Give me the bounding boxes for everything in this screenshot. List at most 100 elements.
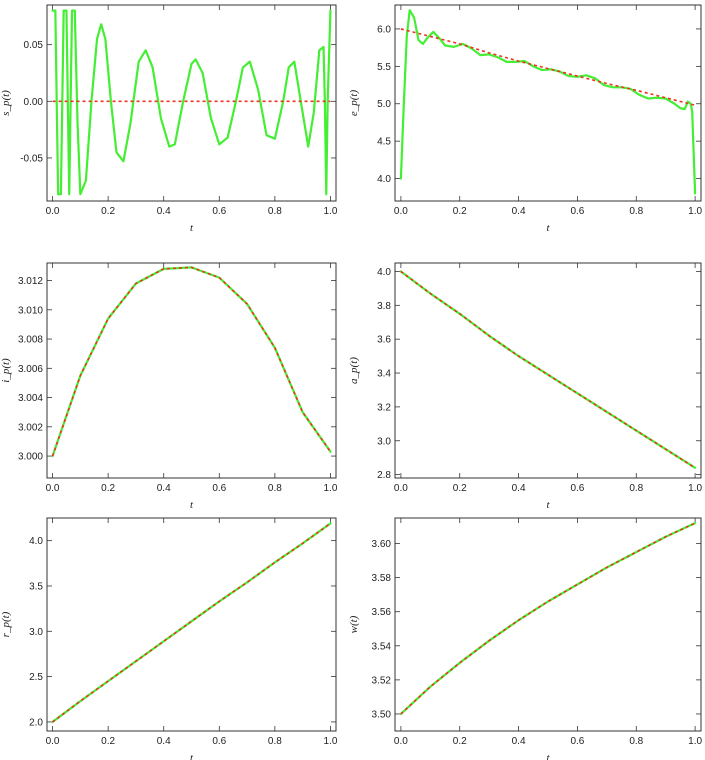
plot-frame — [394, 262, 702, 479]
panel-ap: 0.0 0.2 0.4 0.6 0.8 1.0 4.0 3.8 3.6 3.4 3.2 3.0 2.8 t… — [348, 262, 703, 511]
y-tick-label: 3.010 — [18, 305, 43, 316]
y-tick-label: 4.0 — [377, 267, 391, 278]
x-axis-label: t — [546, 752, 550, 760]
y-tick-label: 3.50 — [372, 709, 392, 720]
y-tick-label: 4.5 — [377, 137, 391, 148]
x-tick-label: 1.0 — [688, 206, 702, 217]
series-line-dashed-red — [52, 522, 331, 723]
x-tick-label: 0.0 — [394, 483, 408, 494]
series-line-green — [399, 270, 697, 469]
x-tick-label: 0.2 — [453, 483, 467, 494]
plot-frame — [46, 517, 337, 732]
y-tick-label: 3.012 — [18, 276, 43, 287]
x-tick-label: 0.0 — [46, 483, 60, 494]
y-tick-label: 5.0 — [377, 99, 391, 110]
x-tick-label: 0.2 — [453, 736, 467, 747]
panel-w: 0.0 0.2 0.4 0.6 0.8 1.0 3.60 3.58 3.56 3.54 3.52 3.… — [348, 517, 703, 760]
x-tick-label: 0.8 — [268, 736, 282, 747]
y-tick-label: 6.0 — [377, 24, 391, 35]
x-axis-label: t — [546, 499, 550, 511]
x-tick-label: 0.8 — [268, 206, 282, 217]
x-tick-label: 0.0 — [394, 206, 408, 217]
panel-sp: 0.0 0.2 0.4 0.6 0.8 1.0 0.05 0.00 -0.05 t s_p(t) — [0, 4, 338, 234]
x-tick-label: 1.0 — [323, 736, 337, 747]
y-axis-label: s_p(t) — [0, 90, 12, 116]
series-line-dashed-red — [400, 522, 696, 715]
x-tick-label: 0.4 — [512, 736, 526, 747]
series-line-green — [51, 266, 332, 458]
y-tick-label: 4.0 — [377, 174, 391, 185]
x-axis-label: t — [190, 752, 194, 760]
y-tick-label: 3.006 — [18, 364, 43, 375]
x-tick-label: 0.4 — [157, 736, 171, 747]
y-tick-label: 3.2 — [377, 402, 391, 413]
x-tick-label: 1.0 — [688, 736, 702, 747]
x-axis-label: t — [190, 499, 194, 511]
y-tick-label: 4.0 — [29, 536, 43, 547]
series-line-green — [399, 9, 697, 195]
x-tick-label: 0.6 — [570, 206, 584, 217]
y-tick-label: 3.58 — [372, 573, 392, 584]
y-tick-label: 3.004 — [18, 393, 43, 404]
y-tick-label: 3.8 — [377, 301, 391, 312]
x-tick-label: 0.4 — [157, 483, 171, 494]
x-tick-label: 0.8 — [629, 736, 643, 747]
series-line-dashed-red — [400, 270, 696, 469]
x-tick-label: 0.6 — [212, 206, 226, 217]
y-tick-label: 3.4 — [377, 369, 391, 380]
x-tick-label: 0.6 — [212, 483, 226, 494]
plot-frame — [46, 262, 337, 479]
x-tick-label: 0.0 — [394, 736, 408, 747]
x-tick-label: 1.0 — [688, 483, 702, 494]
series-line-dashed-red — [400, 28, 696, 107]
x-tick-label: 0.8 — [268, 483, 282, 494]
panel-rp: 0.0 0.2 0.4 0.6 0.8 1.0 4.0 3.5 3.0 2.5 2.0 t r_p(t) — [0, 517, 338, 760]
x-tick-label: 0.2 — [101, 483, 115, 494]
y-axis-label: r_p(t) — [0, 611, 12, 637]
y-tick-label: 2.0 — [29, 717, 43, 728]
y-axis-label: a_p(t) — [348, 357, 360, 384]
y-axis-label: i_p(t) — [0, 358, 12, 383]
plot-frame — [394, 4, 702, 202]
y-tick-label: 0.05 — [24, 40, 44, 51]
x-tick-label: 0.2 — [453, 206, 467, 217]
plot-frame — [394, 517, 702, 732]
y-tick-label: 2.5 — [29, 672, 43, 683]
x-axis-label: t — [546, 222, 550, 234]
series-line-green — [51, 9, 332, 196]
y-tick-label: 2.8 — [377, 470, 391, 481]
y-tick-label: 3.6 — [377, 335, 391, 346]
x-tick-label: 0.2 — [101, 736, 115, 747]
y-tick-label: 3.56 — [372, 607, 392, 618]
series-line-dashed-red — [51, 266, 332, 457]
y-tick-label: 3.5 — [29, 581, 43, 592]
y-tick-label: 3.000 — [18, 452, 43, 463]
x-tick-label: 0.8 — [629, 206, 643, 217]
y-tick-label: 0.00 — [24, 97, 44, 108]
x-tick-label: 0.0 — [46, 736, 60, 747]
y-tick-label: 3.0 — [29, 627, 43, 638]
series-line-green — [399, 522, 697, 716]
x-tick-label: 0.6 — [570, 736, 584, 747]
x-tick-label: 0.2 — [101, 206, 115, 217]
x-tick-label: 0.4 — [512, 483, 526, 494]
y-tick-label: 3.52 — [372, 675, 392, 686]
panel-ip: 0.0 0.2 0.4 0.6 0.8 1.0 3.012 3.010 3.008 3.006 3.… — [0, 262, 338, 511]
x-axis-label: t — [190, 222, 194, 234]
y-tick-label: -0.05 — [20, 153, 43, 164]
x-tick-label: 0.6 — [212, 736, 226, 747]
y-tick-label: 3.002 — [18, 422, 43, 433]
x-tick-label: 1.0 — [323, 483, 337, 494]
x-tick-label: 0.6 — [570, 483, 584, 494]
y-axis-label: w(t) — [348, 615, 360, 633]
x-tick-label: 1.0 — [323, 206, 337, 217]
y-tick-label: 5.5 — [377, 62, 391, 73]
x-tick-label: 0.0 — [46, 206, 60, 217]
plot-frame — [46, 4, 337, 202]
y-axis-label: e_p(t) — [348, 90, 360, 117]
x-tick-label: 0.8 — [629, 483, 643, 494]
y-tick-label: 3.54 — [372, 641, 392, 652]
x-tick-label: 0.4 — [512, 206, 526, 217]
y-tick-label: 3.0 — [377, 436, 391, 447]
